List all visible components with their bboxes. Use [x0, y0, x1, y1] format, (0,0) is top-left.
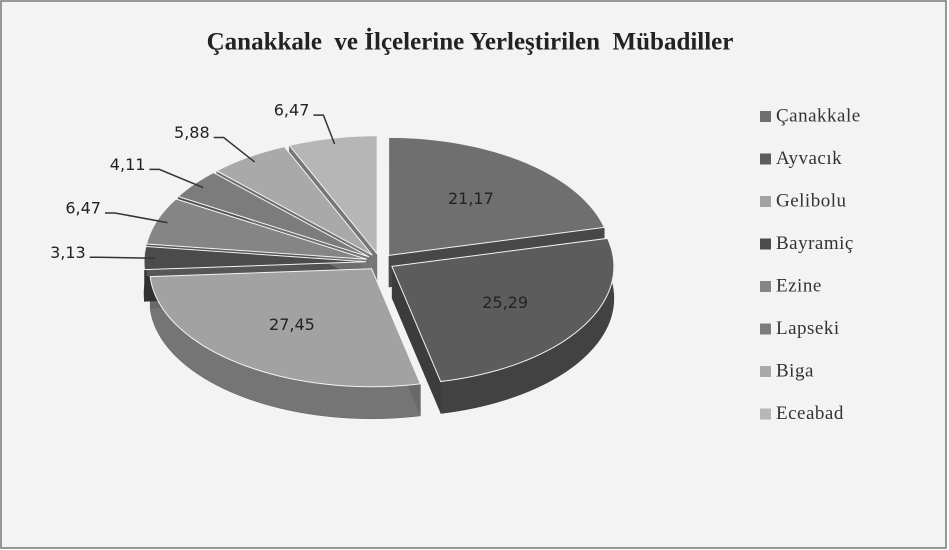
legend-label: Çanakkale: [776, 105, 861, 126]
legend-swatch: [760, 238, 771, 250]
legend-label: Bayramiç: [776, 233, 854, 254]
legend-label: Eceabad: [776, 403, 844, 424]
data-label: 4,11: [110, 155, 146, 174]
pie-tops: [143, 135, 615, 388]
legend-label: Lapseki: [776, 318, 840, 339]
data-label: 5,88: [174, 123, 210, 142]
legend-swatch: [760, 196, 771, 207]
legend-label: Ezine: [776, 275, 822, 296]
leader-line: [89, 256, 156, 259]
legend-label: Gelibolu: [776, 190, 847, 211]
leader-line: [313, 114, 336, 145]
data-label: 6,47: [274, 101, 310, 120]
data-label: 21,17: [448, 189, 494, 208]
leader-line: [213, 136, 256, 163]
legend-label: Biga: [776, 360, 814, 381]
legend-swatch: [760, 153, 771, 165]
legend-swatch: [760, 111, 771, 122]
legend-label: Ayvacık: [776, 148, 842, 169]
data-label: 6,47: [65, 198, 101, 217]
slice-wall: [391, 266, 441, 414]
data-label: 3,13: [50, 243, 86, 262]
leader-line: [149, 168, 204, 189]
legend-swatch: [760, 281, 771, 292]
slice: [388, 136, 606, 256]
data-label: 27,45: [269, 315, 315, 334]
slice: [391, 237, 615, 383]
legend-swatch: [760, 366, 771, 377]
chart-title: Çanakkale ve İlçelerine Yerleştirilen Mü…: [207, 28, 734, 56]
slice: [149, 268, 422, 388]
legend-swatch: [760, 323, 771, 335]
leader-line: [104, 212, 168, 224]
data-label: 25,29: [482, 293, 528, 312]
legend-swatch: [760, 408, 771, 420]
